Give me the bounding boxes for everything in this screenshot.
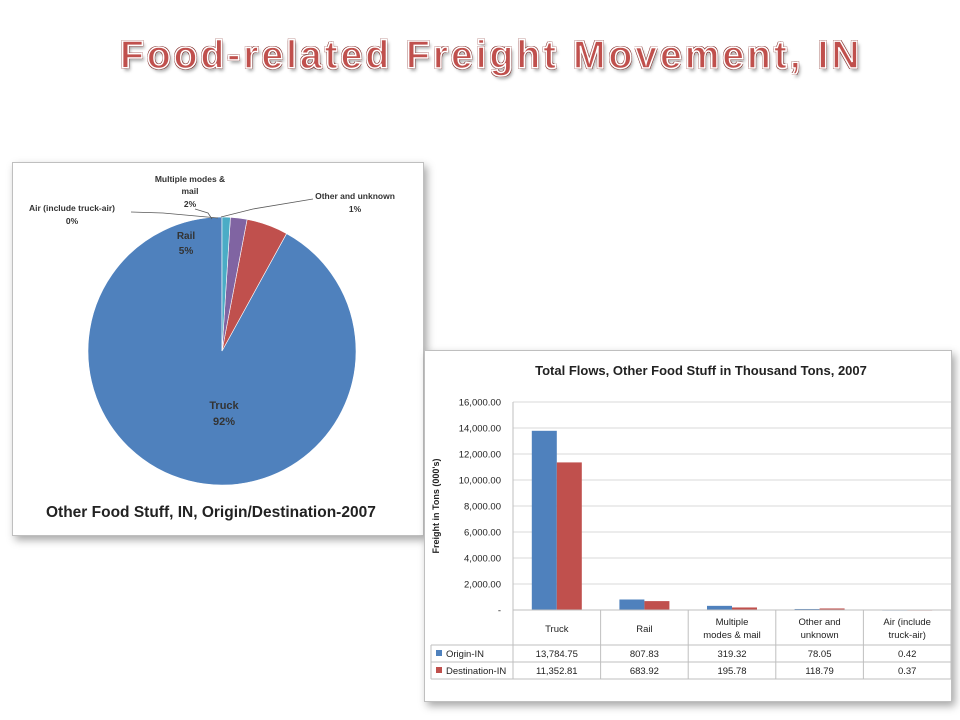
table-category-multiple-modes-mail: Multiple [716, 617, 749, 628]
bar-chart-y-tick: 4,000.00 [464, 554, 501, 565]
bar-origin-in-rail [619, 599, 645, 610]
legend-label-destination-in: Destination-IN [446, 666, 506, 677]
pie-label-other-name: Other and unknown [315, 191, 395, 201]
pie-chart-panel: Truck 92% Rail 5% Multiple modes & mail 2% Othe… [12, 162, 424, 536]
legend-label-origin-in: Origin-IN [446, 649, 484, 660]
pie-label-multiple-modes-name-1: Multiple modes & [155, 174, 225, 184]
table-value-destination-in-truck: 11,352.81 [536, 666, 578, 677]
pie-label-truck-value: 92% [213, 416, 235, 428]
table-value-origin-in-air-include-truck-air: 0.42 [898, 649, 917, 660]
table-value-origin-in-multiple-modes-mail: 319.32 [717, 649, 746, 660]
table-value-destination-in-rail: 683.92 [630, 666, 659, 677]
bar-chart-y-tick: 16,000.00 [459, 398, 501, 409]
legend-key-destination-in [436, 667, 442, 673]
bar-destination-in-rail [644, 601, 670, 610]
pie-label-air-name: Air (include truck-air) [29, 203, 115, 213]
table-category-other-and-unknown: unknown [801, 630, 839, 641]
table-value-destination-in-multiple-modes-mail: 195.78 [717, 666, 746, 677]
table-category-air-include-truck-air: truck-air) [888, 630, 925, 641]
pie-chart: Truck 92% Rail 5% Multiple modes & mail 2% Othe… [29, 174, 395, 521]
pie-leader-air [130, 211, 219, 219]
bar-destination-in-multiple-modes-mail [732, 607, 757, 610]
bar-chart-title: Total Flows, Other Food Stuff in Thousan… [535, 363, 867, 378]
table-category-other-and-unknown: Other and [798, 617, 840, 628]
pie-chart-title: Other Food Stuff, IN, Origin/Destination… [46, 504, 376, 521]
bar-origin-in-truck [531, 430, 557, 610]
pie-label-truck-name: Truck [209, 400, 239, 412]
pie-label-rail-name: Rail [177, 231, 196, 242]
table-category-truck: Truck [545, 624, 569, 635]
pie-label-multiple-modes-value: 2% [184, 199, 197, 209]
table-value-origin-in-rail: 807.83 [630, 649, 659, 660]
table-category-rail: Rail [636, 624, 652, 635]
table-value-destination-in-air-include-truck-air: 0.37 [898, 666, 917, 677]
bar-chart-y-tick: 6,000.00 [464, 528, 501, 539]
pie-label-air-value: 0% [66, 216, 79, 226]
bar-chart-y-tick: 2,000.00 [464, 580, 501, 591]
pie-leader-other [220, 198, 314, 218]
table-category-multiple-modes-mail: modes & mail [703, 630, 761, 641]
pie-label-rail-value: 5% [179, 246, 194, 257]
bar-origin-in-other-and-unknown [794, 608, 820, 610]
bar-destination-in-truck [556, 462, 582, 610]
bar-chart-y-tick: - [498, 606, 501, 617]
bar-destination-in-other-and-unknown [819, 608, 845, 610]
pie-label-other-value: 1% [349, 204, 362, 214]
bar-chart-y-tick: 8,000.00 [464, 502, 501, 513]
legend-key-origin-in [436, 650, 442, 656]
bar-chart-y-tick: 10,000.00 [459, 476, 501, 487]
bar-origin-in-multiple-modes-mail [707, 605, 732, 610]
slide-title: Food-related Freight Movement, IN [119, 33, 863, 78]
bar-chart: Total Flows, Other Food Stuff in Thousan… [430, 363, 952, 680]
table-value-origin-in-other-and-unknown: 78.05 [808, 649, 832, 660]
bar-chart-y-axis-label: Freight in Tons (000's) [431, 459, 441, 554]
table-value-origin-in-truck: 13,784.75 [536, 649, 578, 660]
bar-chart-panel: Total Flows, Other Food Stuff in Thousan… [424, 350, 952, 702]
bar-chart-y-tick: 12,000.00 [459, 450, 501, 461]
pie-label-multiple-modes-name-2: mail [181, 186, 198, 196]
table-category-air-include-truck-air: Air (include [883, 617, 931, 628]
table-value-destination-in-other-and-unknown: 118.79 [805, 666, 833, 677]
bar-chart-y-tick: 14,000.00 [459, 424, 501, 435]
